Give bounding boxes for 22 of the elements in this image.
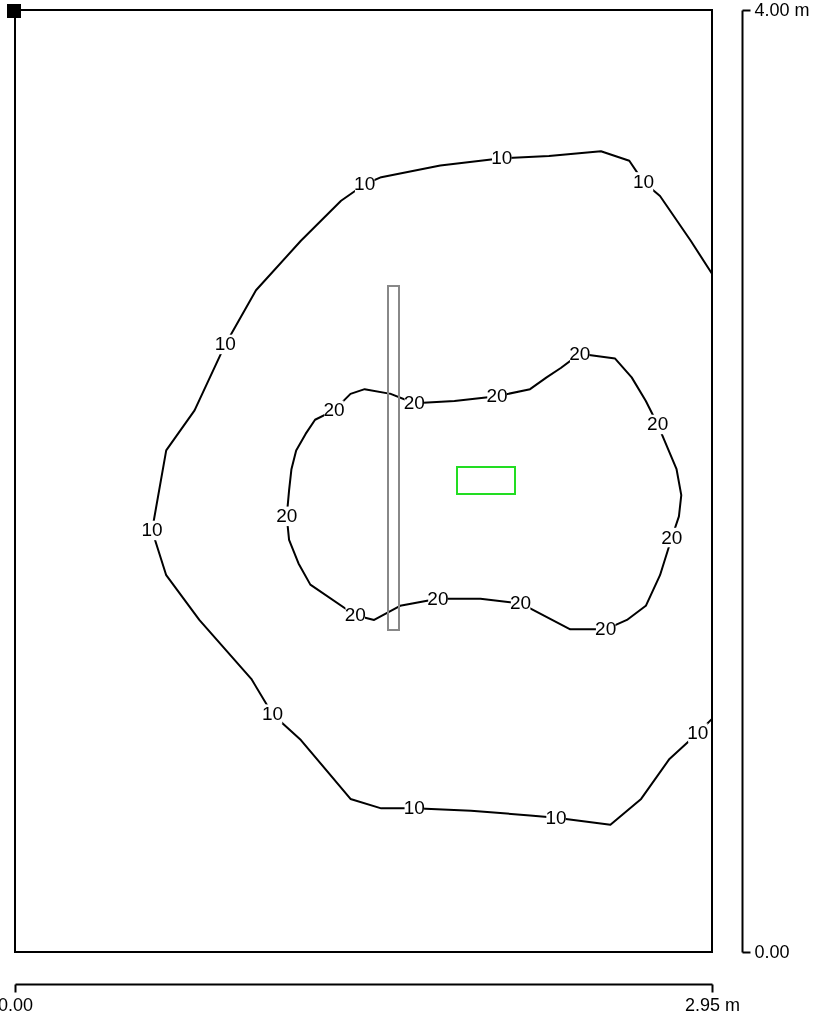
annotation: 10 bbox=[141, 519, 163, 541]
annotation: 10 bbox=[632, 170, 655, 192]
x-tick-label: 2.95 m bbox=[684, 994, 741, 1015]
annotation: 10 bbox=[545, 806, 567, 828]
annotation: 10 bbox=[214, 333, 236, 355]
annotation: 10 bbox=[491, 147, 513, 169]
annotation: 20 bbox=[569, 342, 591, 364]
annotation: 20 bbox=[427, 587, 449, 609]
annotation: 20 bbox=[661, 526, 683, 548]
annotation: 20 bbox=[595, 618, 617, 640]
annotation: 10 bbox=[354, 173, 376, 195]
annotation: 10 bbox=[687, 721, 709, 743]
annotation: 10 bbox=[261, 703, 284, 725]
annotation: 20 bbox=[486, 385, 508, 407]
annotation: 20 bbox=[403, 392, 425, 414]
annotation: 20 bbox=[647, 413, 669, 435]
y-tick-label: 4.00 m bbox=[754, 0, 810, 20]
annotation: 10 bbox=[403, 797, 425, 819]
annotation: 20 bbox=[344, 604, 366, 626]
annotation: 20 bbox=[510, 592, 532, 614]
annotation: 20 bbox=[276, 505, 298, 527]
annotation: 20 bbox=[323, 399, 345, 421]
